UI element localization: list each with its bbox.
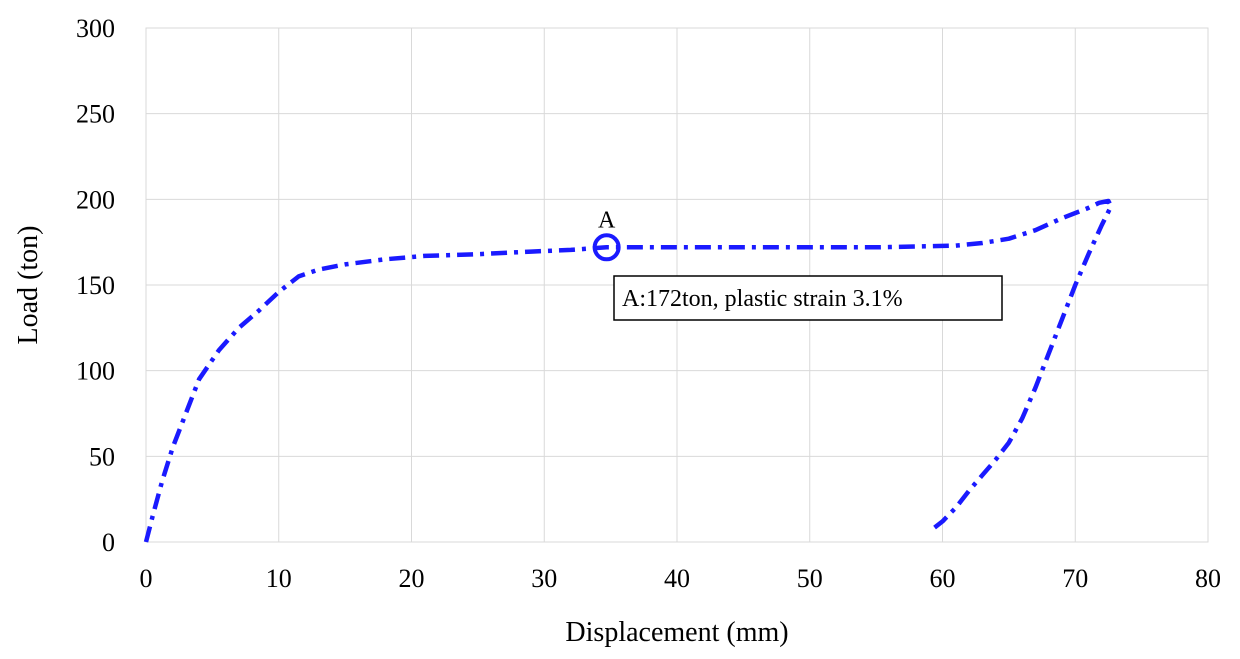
x-axis-title: Displacement (mm) (565, 617, 788, 648)
y-tick-label-3: 150 (76, 271, 115, 300)
x-tick-label-3: 30 (531, 564, 557, 593)
x-tick-label-5: 50 (797, 564, 823, 593)
x-tick-label-7: 70 (1062, 564, 1088, 593)
x-tick-label-8: 80 (1195, 564, 1221, 593)
y-tick-labels: 0 50 100 150 200 250 300 (76, 14, 115, 557)
point-a-label: A (598, 207, 616, 233)
annotation-layer: A A:172ton, plastic strain 3.1% (592, 207, 1003, 321)
x-tick-label-6: 60 (930, 564, 956, 593)
point-a-marker (592, 233, 621, 262)
series-line-0 (143, 198, 1114, 543)
annotation-text: A:172ton, plastic strain 3.1% (622, 286, 903, 312)
y-tick-label-5: 250 (76, 100, 115, 129)
y-tick-label-0: 0 (102, 528, 115, 557)
y-tick-label-4: 200 (76, 185, 115, 214)
x-tick-label-4: 40 (664, 564, 690, 593)
x-tick-label-2: 20 (399, 564, 425, 593)
y-axis-title: Load (ton) (13, 226, 44, 345)
y-tick-label-6: 300 (76, 14, 115, 43)
annotation-box (613, 275, 1003, 321)
x-tick-label-1: 10 (266, 564, 292, 593)
y-tick-label-2: 100 (76, 357, 115, 386)
plot-area-border (145, 27, 1209, 543)
series-layer (143, 198, 1114, 543)
x-tick-label-0: 0 (140, 564, 153, 593)
x-tick-labels: 0 10 20 30 40 50 60 70 80 (140, 564, 1222, 593)
y-tick-label-1: 50 (89, 442, 115, 471)
